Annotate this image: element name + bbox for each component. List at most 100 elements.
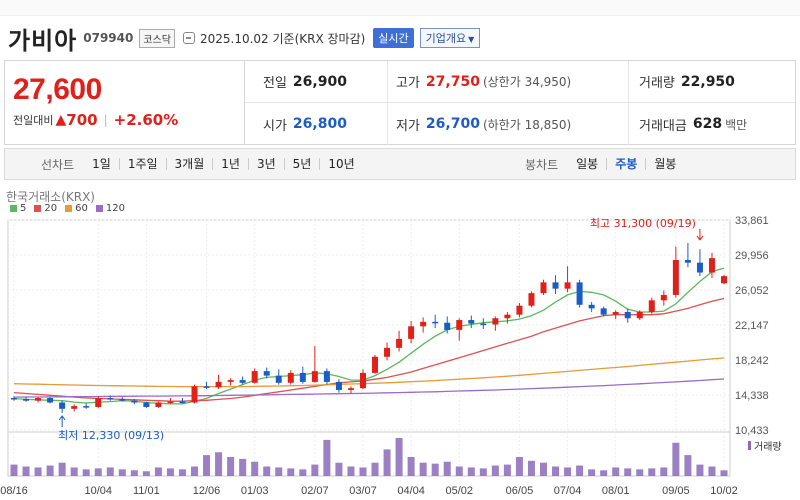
x-tick-label: 08/16: [0, 485, 28, 497]
candle-body: [239, 380, 246, 383]
volume-bar: [648, 468, 656, 476]
candle-body: [492, 318, 499, 325]
line-tab-1[interactable]: 1주일: [118, 158, 166, 170]
line-tab-2[interactable]: 3개월: [165, 158, 213, 170]
candle-chart-label: 봉차트: [525, 157, 559, 172]
stock-name: 가비아: [8, 26, 78, 55]
candle-body: [311, 371, 318, 382]
x-tick-label: 04/04: [397, 485, 425, 497]
high-stat: 고가 27,750 (상한가 34,950): [387, 61, 571, 102]
candle-body: [167, 401, 174, 404]
volume-bar: [407, 457, 415, 476]
volume-bar: [22, 466, 30, 476]
legend-swatch: [95, 205, 103, 212]
x-tick-label: 09/05: [662, 485, 690, 497]
candle-body: [588, 304, 595, 309]
line-tab-0[interactable]: 1일: [92, 157, 111, 171]
y-tick-label: 14,338: [735, 390, 769, 402]
candle-tab-2[interactable]: 월봉: [645, 158, 684, 170]
candle-body: [203, 386, 210, 388]
high-annotation: 최고 31,300 (09/19): [590, 217, 696, 230]
price-cell: 27,600 전일대비 ▲ 700 | +2.60%: [5, 61, 245, 144]
prev-close-stat: 전일 26,900: [263, 61, 347, 102]
candle-body: [672, 259, 679, 295]
x-tick-label: 12/06: [193, 485, 221, 497]
low-value: 26,700: [425, 116, 480, 132]
volume-bar: [564, 467, 572, 476]
line-tab-3[interactable]: 1년: [212, 158, 248, 170]
ma-legend: 5 20 60 120: [10, 203, 133, 214]
candle-body: [131, 400, 138, 403]
volume-bar: [227, 457, 235, 476]
candle-body: [684, 259, 691, 263]
candle-body: [696, 262, 703, 273]
candle-body: [83, 406, 90, 408]
x-tick-label: 03/07: [349, 485, 377, 497]
volume-bar: [154, 467, 162, 476]
volume-legend-swatch: [748, 441, 751, 450]
open-stat: 시가 26,800: [263, 103, 347, 145]
y-tick-label: 10,433: [735, 425, 769, 437]
volume-bar: [672, 442, 680, 476]
volume-bar: [287, 468, 295, 476]
candle-body: [299, 372, 306, 382]
low-label: 저가: [396, 118, 420, 134]
legend-swatch: [34, 205, 42, 212]
line-tab-6[interactable]: 10년: [319, 158, 362, 170]
candle-body: [47, 398, 54, 403]
x-tick-label: 06/05: [506, 485, 534, 497]
y-tick-label: 18,242: [735, 355, 769, 367]
line-tab-5[interactable]: 5년: [283, 158, 320, 170]
line-tab-4[interactable]: 3년: [247, 158, 284, 170]
candle-body: [335, 381, 342, 390]
legend-swatch: [65, 205, 73, 212]
company-overview-button[interactable]: 기업개요 ▼: [419, 28, 481, 48]
candle-body: [347, 388, 354, 390]
realtime-button[interactable]: 실시간: [373, 28, 414, 48]
up-triangle-icon: ▲: [55, 112, 67, 128]
candle-body: [71, 406, 78, 409]
volume-bar: [10, 464, 18, 476]
volume-value: 22,950: [680, 73, 735, 90]
candle-body: [35, 398, 42, 401]
candle-body: [600, 308, 607, 315]
x-tick-label: 08/01: [602, 485, 630, 497]
volume-bar: [215, 452, 223, 476]
candle-body: [612, 311, 619, 315]
legend-label: 60: [75, 203, 88, 214]
volume-bar: [588, 469, 596, 476]
volume-bar: [383, 449, 391, 476]
candle-tab-1[interactable]: 주봉: [606, 158, 645, 170]
stats-grid: 전일 26,900 고가 27,750 (상한가 34,950) 거래량 22,950 …: [245, 61, 795, 145]
candle-body: [540, 282, 547, 294]
volume-bar: [576, 465, 584, 476]
x-tick-label: 11/01: [133, 485, 160, 497]
y-tick-label: 29,956: [735, 250, 769, 262]
candle-body: [468, 320, 475, 324]
candle-body: [287, 372, 294, 383]
amount-unit: 백만: [725, 117, 748, 132]
volume-bar: [130, 470, 138, 476]
candle-body: [143, 402, 150, 407]
x-tick-label: 05/02: [445, 485, 473, 497]
low-arrow-icon: [58, 415, 66, 427]
open-label: 시가: [263, 118, 287, 134]
chart-period-tabs: 선차트 1일 1주일 3개월 1년 3년 5년 10년 봉차트 일봉 주봉 월봉: [4, 148, 796, 180]
stock-code: 079940: [83, 31, 134, 45]
divider: |: [103, 113, 108, 127]
candle-tab-0[interactable]: 일봉: [576, 157, 599, 171]
stock-chart[interactable]: 33,861 29,956 26,052 22,147 18,242 14,338 10,4…: [0, 210, 800, 500]
candle-body: [420, 321, 427, 327]
prev-close-value: 26,900: [292, 73, 347, 90]
volume-bar: [106, 467, 114, 476]
change-percent: +2.60%: [113, 111, 179, 129]
volume-bar: [94, 468, 102, 476]
high-label: 고가: [396, 76, 420, 91]
candle-body: [708, 258, 715, 273]
high-value: 27,750: [425, 73, 480, 90]
candle-body: [408, 326, 415, 339]
volume-bar: [191, 466, 199, 476]
chevron-down-icon: ▼: [468, 35, 475, 44]
legend-label: 120: [105, 203, 125, 214]
candle-body: [323, 371, 330, 382]
